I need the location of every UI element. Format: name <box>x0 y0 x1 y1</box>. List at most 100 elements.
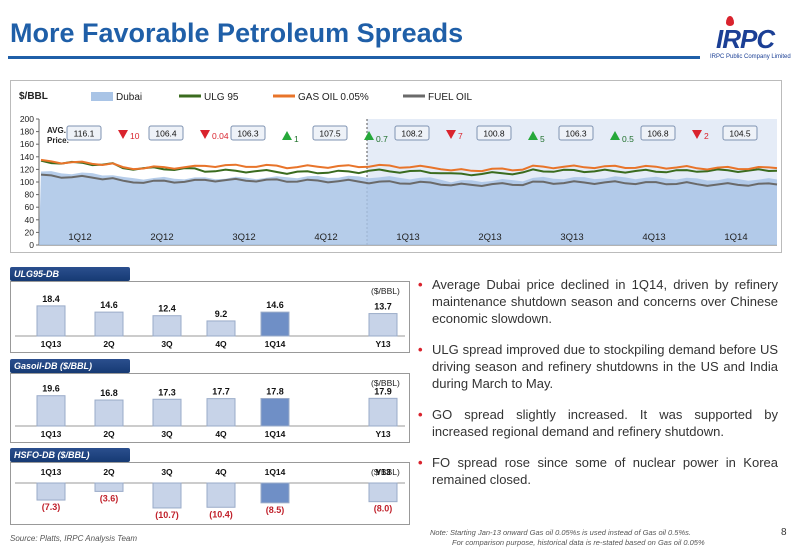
avg-price-value: 106.4 <box>155 129 177 139</box>
y-tick-label: 60 <box>25 202 35 212</box>
bar-value-label: 9.2 <box>215 309 228 319</box>
avg-price-box <box>476 125 512 141</box>
bullet-text: Average Dubai price declined in 1Q14, dr… <box>432 277 778 326</box>
bar <box>206 398 236 427</box>
bar-value-label: 12.4 <box>158 304 176 314</box>
logo-subtitle: IRPC Public Company Limited <box>710 54 791 60</box>
down-arrow-icon <box>200 130 210 139</box>
bar-value-label: (10.7) <box>155 510 179 520</box>
y-tick-label: 40 <box>25 215 35 225</box>
bullet-icon: • <box>418 407 423 422</box>
avg-price-box <box>148 125 184 141</box>
bar <box>152 315 182 337</box>
price-chart-svg: 0 20 40 60 80 100 120 140 160 180 200 $/BBL Dubai ULG… <box>19 91 778 250</box>
bar-value-label: 16.8 <box>100 388 118 398</box>
y-tick-label: 140 <box>20 152 34 162</box>
x-tick-label: 2Q12 <box>150 232 173 243</box>
legend-swatch-dubai <box>91 92 113 101</box>
bullet-dubai: • Average Dubai price declined in 1Q14, d… <box>418 276 778 327</box>
bullet-text: FO spread rose since some of nuclear pow… <box>432 455 778 487</box>
x-tick-label: Y13 <box>375 467 390 477</box>
price-change-value: 10 <box>130 131 140 141</box>
x-tick-label: 1Q12 <box>68 232 91 243</box>
avg-price-box <box>312 125 348 141</box>
price-change-value: 0.7 <box>376 134 388 144</box>
hsfo-spread-panel: ($/BBL) 1Q13 (7.3) 2Q (3.6) 3Q (10.7) 4Q (10.4) 1… <box>10 462 410 525</box>
y-tick-label: 80 <box>25 190 35 200</box>
unit-label: ($/BBL) <box>371 286 400 296</box>
avg-price-box <box>230 125 266 141</box>
bar-value-label: (8.5) <box>266 505 285 515</box>
x-tick-label: 4Q <box>215 467 227 477</box>
x-tick-label: 1Q13 <box>41 429 62 439</box>
avg-price-value: 116.1 <box>74 129 95 139</box>
bar <box>368 482 398 503</box>
logo-wordmark: IRPC <box>716 24 775 54</box>
bar <box>94 311 124 337</box>
x-tick-label: 2Q <box>103 429 115 439</box>
avg-price-box <box>394 125 430 141</box>
up-arrow-icon <box>528 131 538 140</box>
gasoil-spread-panel: ($/BBL) 19.6 1Q13 16.8 2Q 17.3 3Q 17.7 4Q 17.8 1Q1… <box>10 373 410 443</box>
bar <box>368 397 398 427</box>
bar-value-label: 17.7 <box>212 387 230 397</box>
bar-value-label: 13.7 <box>374 302 392 312</box>
y-axis-label: $/BBL <box>19 91 48 102</box>
bullet-icon: • <box>418 342 423 357</box>
x-tick-label: 3Q12 <box>232 232 255 243</box>
footnote-line: Note: Starting Jan-13 onward Gas oil 0.0… <box>430 528 691 537</box>
bar-value-label: 19.6 <box>42 384 60 394</box>
bar <box>94 399 124 427</box>
bar-value-label: 14.6 <box>100 300 118 310</box>
title-divider <box>8 56 700 59</box>
footnote: Note: Starting Jan-13 onward Gas oil 0.0… <box>430 528 705 548</box>
ulg-spread-panel: ($/BBL) 18.4 1Q13 14.6 2Q 12.4 3Q 9.2 4Q 14.6 1Q14… <box>10 281 410 353</box>
bar-value-label: 17.3 <box>158 387 176 397</box>
bar-value-label: 17.8 <box>266 386 284 396</box>
bar <box>206 320 236 337</box>
bar-value-label: 18.4 <box>42 294 60 304</box>
unit-label: ($/BBL) <box>371 467 400 477</box>
commentary-bullets: • Average Dubai price declined in 1Q14, d… <box>418 276 778 502</box>
x-tick-label: 1Q14 <box>265 429 286 439</box>
x-tick-label: 4Q <box>215 429 227 439</box>
avg-price-value: 104.5 <box>729 129 751 139</box>
bar <box>152 482 182 509</box>
footnote-line: For comparison purpose, historical data … <box>452 538 705 547</box>
up-arrow-icon <box>610 131 620 140</box>
bullet-fueloil: • FO spread rose since some of nuclear po… <box>418 454 778 488</box>
bar <box>36 482 66 501</box>
price-change-value: 7 <box>458 131 463 141</box>
price-change-value: 1 <box>294 134 299 144</box>
avg-price-box <box>640 125 676 141</box>
flame-icon <box>726 16 734 26</box>
ulg-panel-title: ULG95-DB <box>10 267 130 281</box>
avg-price-value: 107.5 <box>319 129 341 139</box>
bullet-ulg: • ULG spread improved due to stockpiling … <box>418 341 778 392</box>
bar-value-label: (7.3) <box>42 502 61 512</box>
price-change-value: 0.04 <box>212 131 229 141</box>
price-change-value: 5 <box>540 134 545 144</box>
bar <box>94 482 124 492</box>
unit-label: ($/BBL) <box>371 378 400 388</box>
up-arrow-icon <box>282 131 292 140</box>
x-tick-label: 1Q13 <box>396 232 419 243</box>
avg-price-value: 106.3 <box>237 129 259 139</box>
avg-price-box <box>558 125 594 141</box>
bar <box>36 395 66 427</box>
gasoil-panel-title: Gasoil-DB ($/BBL) <box>10 359 130 373</box>
x-tick-label: 3Q <box>161 467 173 477</box>
bar <box>260 397 290 427</box>
avg-price-label: AVG. <box>47 126 66 135</box>
bullet-gasoil: • GO spread slightly increased. It was su… <box>418 406 778 440</box>
page-number: 8 <box>781 527 787 538</box>
legend-label-gasoil: GAS OIL 0.05% <box>298 92 369 103</box>
legend-label-ulg: ULG 95 <box>204 92 239 103</box>
y-tick-label: 120 <box>20 164 34 174</box>
slide-title: More Favorable Petroleum Spreads <box>10 18 464 48</box>
legend-label-dubai: Dubai <box>116 92 142 103</box>
price-change-value: 2 <box>704 131 709 141</box>
y-tick-label: 160 <box>20 139 34 149</box>
bar-value-label: (3.6) <box>100 493 119 503</box>
y-tick-label: 0 <box>29 240 34 250</box>
